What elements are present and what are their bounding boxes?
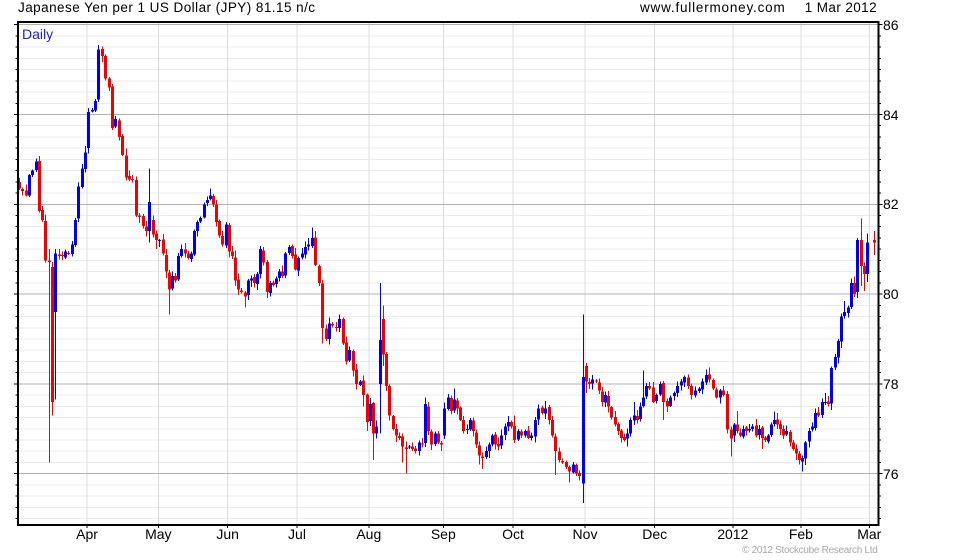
- x-axis-label-may: May: [145, 526, 172, 542]
- website-link[interactable]: www.fullermoney.com: [640, 0, 786, 15]
- x-axis-label-apr: Apr: [76, 526, 98, 542]
- x-axis-label-oct: Oct: [502, 526, 524, 542]
- chart-title: Japanese Yen per 1 US Dollar (JPY) 81.15…: [18, 0, 316, 15]
- grid-month-lines: [86, 22, 870, 525]
- chart-date: 1 Mar 2012: [804, 0, 877, 15]
- y-axis-label-84: 84: [883, 106, 899, 123]
- y-axis-label-80: 80: [883, 286, 899, 303]
- x-axis-label-aug: Aug: [356, 526, 382, 542]
- y-axis-label-86: 86: [883, 16, 899, 33]
- x-axis-label-2012: 2012: [717, 526, 749, 542]
- grid-major-lines: [18, 24, 879, 475]
- plot-border: [17, 21, 880, 526]
- x-axis-label-jul: Jul: [288, 526, 306, 542]
- y-axis-label-78: 78: [883, 375, 899, 392]
- x-axis-label-jun: Jun: [216, 526, 239, 542]
- x-axis-label-dec: Dec: [642, 526, 668, 542]
- y-axis-label-82: 82: [883, 196, 899, 213]
- y-axis-label-76: 76: [883, 465, 899, 482]
- grid-minor-lines: [18, 24, 879, 520]
- candle-bodies-down: [18, 48, 876, 476]
- timeframe-label: Daily: [22, 25, 54, 42]
- copyright-notice: © 2012 Stockcube Research Ltd: [742, 545, 878, 556]
- x-axis-label-mar: Mar: [857, 526, 882, 542]
- x-axis-label-sep: Sep: [430, 526, 456, 542]
- axis-ticks: [14, 24, 883, 528]
- x-axis-label-feb: Feb: [788, 526, 813, 542]
- x-axis-label-nov: Nov: [572, 526, 598, 542]
